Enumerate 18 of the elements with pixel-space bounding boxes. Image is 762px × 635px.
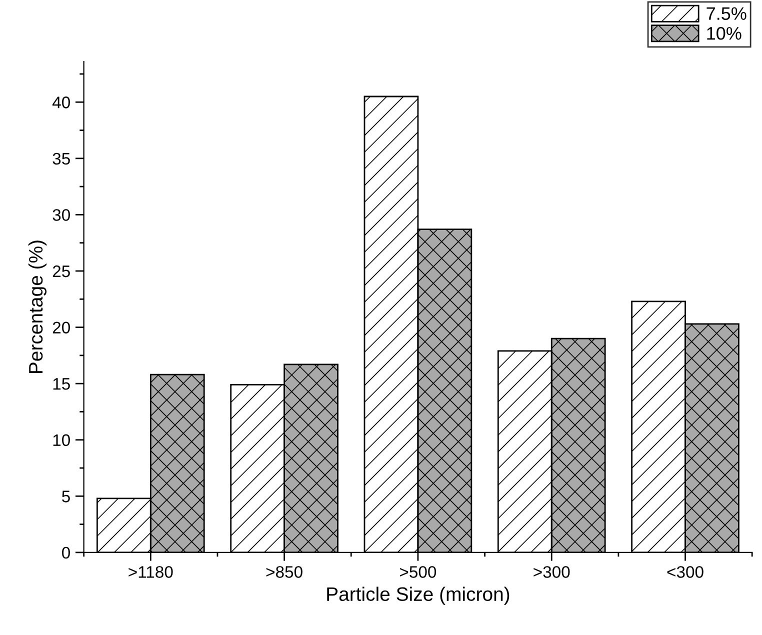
y-tick-label: 20 [52, 322, 70, 334]
legend-label: 10% [707, 26, 742, 40]
y-tick-label: 30 [52, 209, 70, 221]
y-tick-label: 15 [53, 378, 70, 390]
x-tick-label: >1180 [128, 566, 173, 578]
legend-label: 7.5% [706, 7, 746, 20]
x-axis-title: Particle Size (micron) [327, 586, 510, 605]
y-axis-title: Percentage (%) [28, 240, 47, 373]
x-tick-label: <300 [667, 566, 704, 578]
x-tick-label: >850 [266, 566, 302, 578]
y-tick-label: 10 [53, 434, 70, 446]
x-tick-label: >500 [400, 566, 436, 578]
y-tick-label: 0 [62, 546, 70, 559]
y-tick-label: 25 [52, 265, 70, 278]
x-tick-label: >300 [534, 566, 570, 578]
y-tick-label: 40 [52, 96, 70, 108]
y-tick-label: 35 [52, 152, 70, 165]
y-tick-label: 5 [62, 490, 70, 502]
